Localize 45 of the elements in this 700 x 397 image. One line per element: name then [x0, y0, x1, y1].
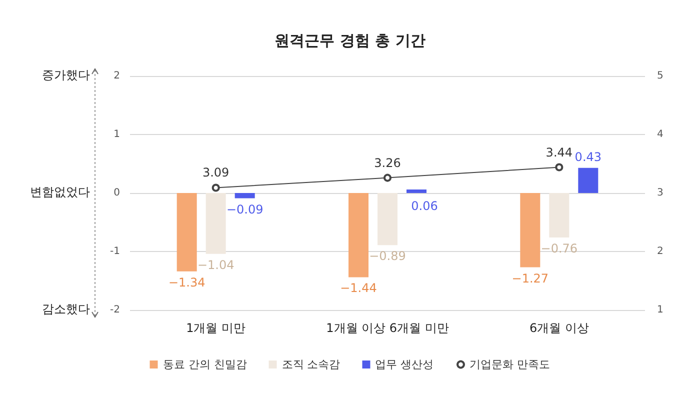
y2-tick-label: 3 [657, 188, 664, 198]
bar [348, 193, 368, 278]
point [384, 174, 392, 182]
data-label: 0.06 [411, 199, 438, 213]
legend-label: 동료 간의 친밀감 [162, 358, 247, 371]
legend-label: 기업문화 만족도 [470, 358, 550, 371]
y2-tick-label: 5 [657, 70, 664, 82]
text: 감소했다 [42, 302, 90, 316]
bar [520, 193, 540, 268]
y-tick-label: 1 [114, 129, 120, 140]
data-label: −0.76 [540, 241, 578, 256]
y-tick-label: -2 [110, 304, 120, 316]
data-label: −1.04 [197, 258, 234, 272]
bar [378, 193, 398, 246]
text: 증가했다 [42, 68, 90, 82]
bar [234, 193, 255, 198]
y2-tick-label: 4 [657, 129, 664, 140]
point [212, 184, 220, 192]
x-tick-label: 1개월 미만 [186, 321, 246, 335]
y2-tick-label: 2 [657, 246, 664, 257]
bar [578, 168, 598, 193]
x-tick-label: 1개월 이상 6개월 미만 [326, 321, 449, 335]
y-tick-label: 0 [114, 188, 120, 198]
y-tick-label: -1 [110, 246, 120, 257]
point [555, 163, 564, 172]
y2-tick-label: 1 [657, 304, 664, 316]
bar [406, 189, 426, 193]
data-label: −0.89 [369, 249, 406, 264]
bar [549, 193, 570, 238]
data-label: 3.44 [546, 145, 573, 160]
chart-title: 원격근무 경험 총 기간 [274, 32, 426, 50]
data-label: 0.43 [574, 150, 602, 164]
data-label: −1.44 [340, 281, 377, 296]
data-label: 3.26 [374, 156, 401, 170]
legend-label: 업무 생산성 [375, 358, 434, 371]
data-label: −0.09 [226, 202, 264, 216]
data-label: −1.27 [512, 271, 549, 286]
y-tick-label: 2 [114, 70, 120, 82]
legend-label: 조직 소속감 [282, 358, 340, 371]
data-label: −1.34 [168, 275, 206, 290]
x-tick-label: 6개월 이상 [529, 321, 589, 335]
bar [176, 193, 197, 272]
text: 변함없었다 [30, 185, 90, 199]
bar [206, 193, 226, 254]
data-label: 3.09 [202, 166, 230, 180]
